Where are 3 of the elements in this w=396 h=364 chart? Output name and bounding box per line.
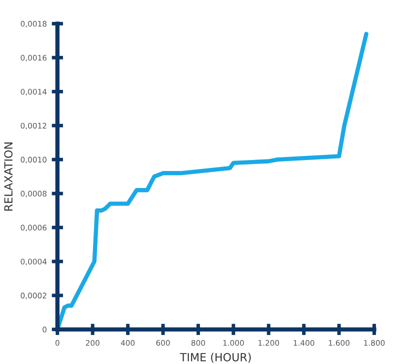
x-axis-title: TIME (HOUR) — [180, 352, 251, 363]
y-axis-title: RELAXATION — [4, 142, 13, 211]
line-series — [57, 32, 368, 330]
